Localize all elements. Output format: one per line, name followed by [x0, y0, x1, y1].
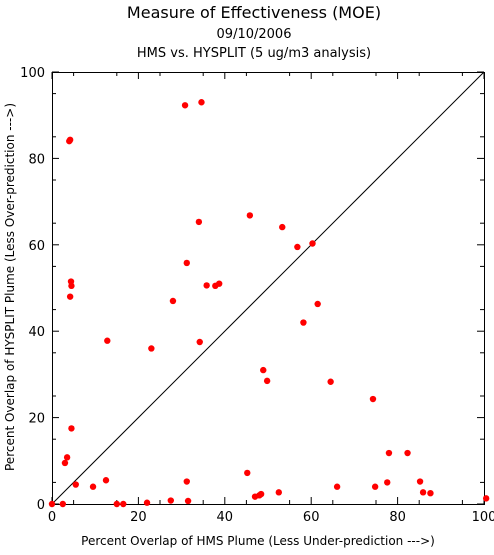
chart-date: 09/10/2006	[217, 27, 292, 42]
chart-subtitle: HMS vs. HYSPLIT (5 ug/m3 analysis)	[137, 46, 371, 61]
data-point	[183, 478, 190, 485]
data-point	[257, 490, 265, 498]
data-point	[68, 425, 75, 432]
y-tick-label: 80	[28, 152, 45, 167]
x-tick-label: 20	[130, 510, 147, 525]
x-axis-label: Percent Overlap of HMS Plume (Less Under…	[81, 534, 435, 548]
data-point	[215, 280, 223, 287]
data-point	[416, 478, 424, 485]
data-point	[59, 500, 66, 508]
data-point	[482, 495, 490, 502]
data-point	[385, 449, 393, 457]
y-tick-label: 40	[28, 325, 45, 340]
data-point	[148, 345, 155, 352]
data-point	[369, 395, 377, 403]
data-point	[260, 366, 267, 374]
data-point	[309, 240, 316, 247]
chart-title: Measure of Effectiveness (MOE)	[127, 3, 381, 22]
data-point	[48, 500, 56, 508]
data-point	[203, 282, 210, 289]
y-tick-label: 0	[37, 498, 45, 513]
data-point	[167, 497, 174, 504]
data-points	[48, 99, 490, 508]
data-point	[120, 500, 127, 508]
data-point	[183, 259, 190, 267]
data-point	[72, 481, 79, 488]
data-point	[169, 297, 177, 305]
data-point	[61, 459, 69, 467]
y-tick-label: 100	[20, 66, 45, 81]
data-point	[314, 300, 321, 308]
data-point	[102, 477, 110, 484]
data-point	[63, 454, 71, 461]
data-point	[198, 99, 205, 106]
data-point	[246, 212, 254, 219]
x-tick-label: 80	[389, 510, 406, 525]
one-to-one-reference-line	[51, 71, 485, 505]
x-tick-label: 40	[217, 510, 234, 525]
data-point	[184, 497, 192, 505]
data-point	[294, 243, 301, 251]
data-point	[327, 378, 334, 385]
x-tick-label: 100	[472, 510, 494, 525]
data-point	[68, 282, 75, 290]
data-point	[384, 479, 391, 486]
data-point	[275, 489, 282, 496]
data-point	[113, 500, 121, 508]
data-point	[244, 469, 251, 477]
data-point	[263, 377, 271, 385]
data-point	[143, 499, 151, 506]
y-axis: 0 20 40 60 80 100	[20, 66, 484, 513]
data-point	[196, 338, 203, 346]
data-point	[279, 223, 286, 231]
data-point	[371, 483, 379, 490]
data-point	[419, 489, 427, 496]
plot-area-frame	[52, 72, 485, 505]
y-tick-label: 20	[28, 412, 45, 427]
data-point	[181, 102, 189, 109]
data-point	[66, 136, 74, 144]
y-axis-label: Percent Overlap of HYSPLIT Plume (Less O…	[3, 103, 17, 471]
data-point	[333, 483, 341, 490]
data-point	[404, 449, 411, 457]
data-point	[300, 319, 307, 326]
x-tick-label: 60	[303, 510, 320, 525]
data-point	[195, 218, 203, 226]
x-tick-label: 0	[48, 510, 56, 525]
data-point	[104, 337, 111, 344]
y-tick-label: 60	[28, 239, 45, 254]
data-point	[66, 293, 74, 300]
data-point	[427, 490, 434, 497]
data-point	[89, 483, 97, 490]
x-axis: 0 20 40 60 80 100	[48, 72, 494, 525]
